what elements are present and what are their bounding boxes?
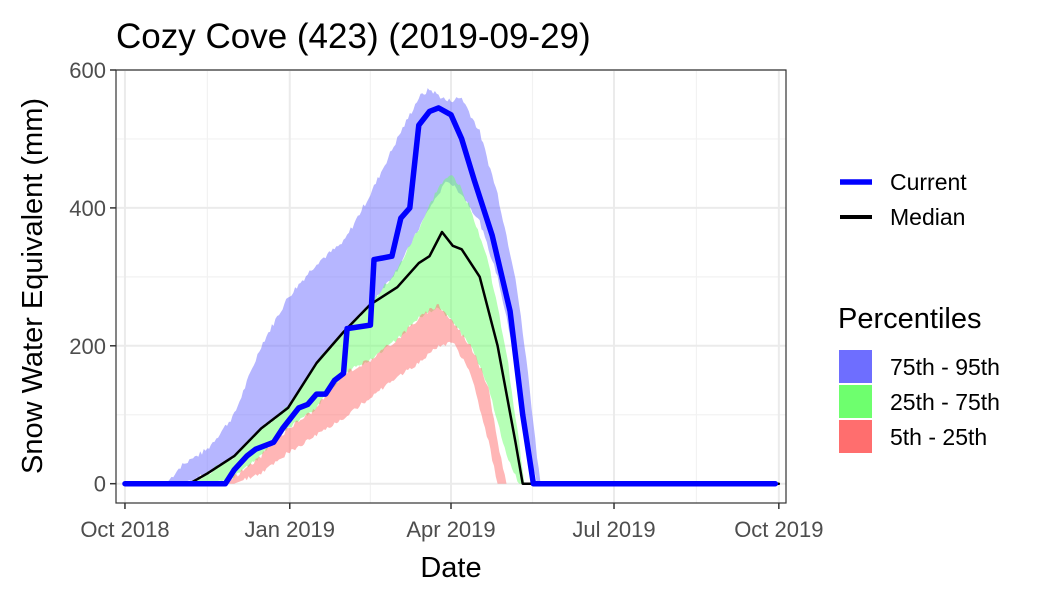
legend-swatch-75th-95th: [839, 350, 872, 383]
legend-swatch-25th-75th: [839, 385, 872, 418]
x-tick-label: Jan 2019: [245, 517, 336, 542]
y-axis: 0 200 400 600: [69, 58, 116, 497]
y-tick-label: 600: [69, 58, 106, 83]
legend-title-percentiles: Percentiles: [838, 303, 981, 335]
series-lines: [122, 105, 781, 487]
x-tick-label: Oct 2018: [80, 517, 169, 542]
x-tick-label: Jul 2019: [572, 517, 655, 542]
x-tick-label: Oct 2019: [734, 517, 823, 542]
legend: Current Median Percentiles 75th - 95th 25th …: [838, 169, 1000, 453]
percentile-bands: [125, 88, 779, 484]
y-tick-label: 400: [69, 196, 106, 221]
band-25th-75th: [125, 175, 779, 484]
x-axis-label: Date: [420, 552, 481, 584]
legend-swatch-5th-25th: [839, 420, 872, 453]
band-5th-25th: [125, 303, 779, 484]
y-tick-label: 200: [69, 334, 106, 359]
line-current: [122, 105, 779, 487]
band-75th-95th: [125, 88, 779, 484]
legend-label-25th-75th: 25th - 75th: [890, 389, 1000, 415]
legend-label-75th-95th: 75th - 95th: [890, 354, 1000, 380]
legend-label-5th-25th: 5th - 25th: [890, 424, 987, 450]
legend-label-median: Median: [890, 204, 965, 230]
y-tick-label: 0: [94, 472, 106, 497]
x-axis: Oct 2018 Jan 2019 Apr 2019 Jul 2019 Oct 2019: [80, 503, 823, 542]
y-axis-label: Snow Water Equivalent (mm): [17, 98, 49, 474]
line-median: [123, 230, 781, 485]
legend-label-current: Current: [890, 169, 967, 195]
x-tick-label: Apr 2019: [406, 517, 495, 542]
chart-title: Cozy Cove (423) (2019-09-29): [116, 17, 591, 56]
